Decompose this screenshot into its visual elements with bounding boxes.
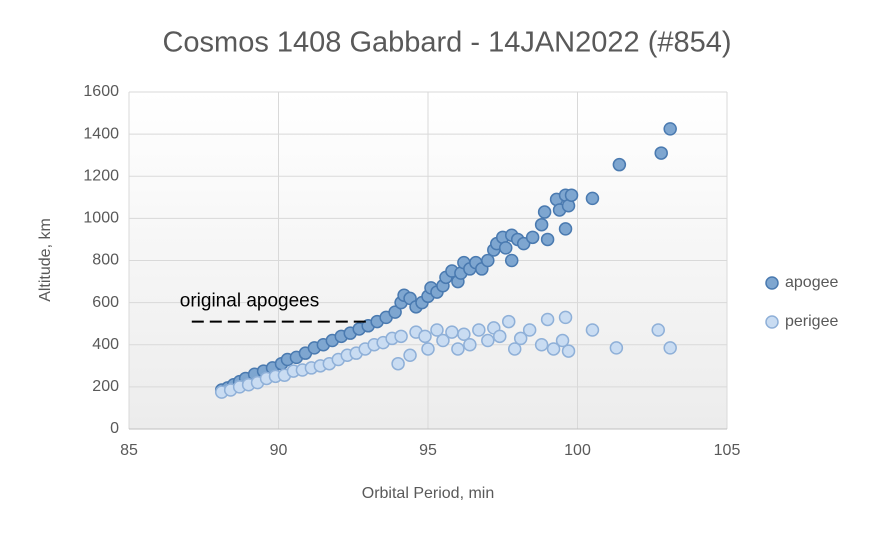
point xyxy=(522,323,537,337)
legend-marker xyxy=(765,276,779,290)
point xyxy=(472,323,486,337)
annotation-text: original apogees xyxy=(180,291,319,312)
y-tick-label: 0 xyxy=(110,420,119,437)
point xyxy=(403,348,417,363)
x-tick-label: 105 xyxy=(714,442,741,459)
point xyxy=(534,217,549,232)
point xyxy=(513,331,528,346)
point xyxy=(564,188,579,202)
y-tick-label: 1400 xyxy=(83,125,119,142)
point xyxy=(391,356,405,371)
point xyxy=(498,241,513,255)
point xyxy=(421,342,435,356)
y-tick-label: 400 xyxy=(92,336,119,353)
point xyxy=(654,146,668,160)
point xyxy=(493,329,507,344)
point xyxy=(507,342,522,356)
chart-title: Cosmos 1408 Gabbard - 14JAN2022 (#854) xyxy=(162,27,731,59)
point xyxy=(540,312,555,327)
y-tick-label: 1000 xyxy=(83,210,119,227)
point xyxy=(516,236,531,251)
point xyxy=(663,341,677,355)
point xyxy=(534,338,549,352)
point xyxy=(504,253,519,268)
y-tick-label: 200 xyxy=(92,378,119,395)
point xyxy=(585,191,600,206)
point xyxy=(540,232,555,247)
y-axis-label: Altitude, km xyxy=(37,218,54,302)
point xyxy=(445,325,459,339)
point xyxy=(436,333,450,348)
point xyxy=(451,342,465,356)
point xyxy=(585,323,600,337)
point xyxy=(651,323,665,337)
point xyxy=(558,310,573,325)
x-tick-label: 90 xyxy=(270,442,288,459)
point xyxy=(418,329,432,344)
x-axis-label: Orbital Period, min xyxy=(362,485,495,502)
x-tick-label: 95 xyxy=(419,442,437,459)
point xyxy=(558,222,573,236)
legend-label: apogee xyxy=(785,274,838,291)
x-tick-label: 85 xyxy=(120,442,138,459)
point xyxy=(525,230,540,245)
point xyxy=(561,344,576,358)
point xyxy=(537,205,552,219)
y-tick-label: 600 xyxy=(92,294,119,311)
point xyxy=(501,314,516,329)
point xyxy=(430,323,444,337)
legend-label: perigee xyxy=(785,313,838,330)
point xyxy=(463,338,477,352)
point xyxy=(388,305,402,319)
y-tick-label: 1200 xyxy=(83,167,119,184)
y-tick-label: 1600 xyxy=(83,83,119,100)
legend-marker xyxy=(765,315,779,329)
y-tick-label: 800 xyxy=(92,252,119,269)
point xyxy=(457,327,471,341)
point xyxy=(663,122,677,136)
point xyxy=(555,333,570,348)
point xyxy=(609,341,624,355)
point xyxy=(612,157,627,172)
point xyxy=(546,342,561,356)
point xyxy=(481,333,495,348)
point xyxy=(481,253,495,268)
point xyxy=(394,329,408,344)
x-tick-label: 100 xyxy=(564,442,591,459)
